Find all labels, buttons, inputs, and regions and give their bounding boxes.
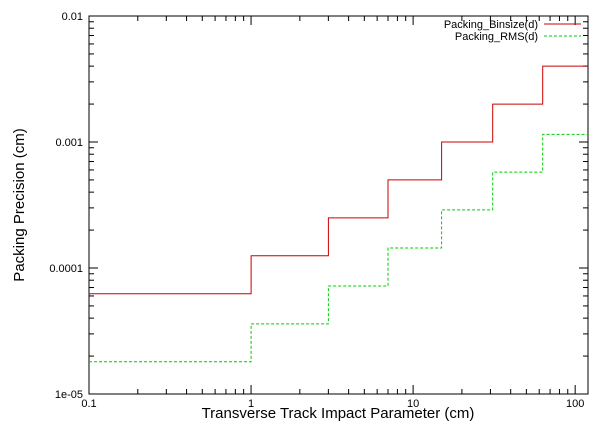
series-line-1 [89,65,588,295]
x-tick-label: 0.1 [81,398,96,410]
x-tick-label: 10 [407,398,419,410]
plot-area [88,15,589,395]
plot-border [88,15,589,395]
legend: Packing_Binsize(d)Packing_RMS(d) [444,19,581,43]
y-tick-label: 0.0001 [49,263,83,275]
legend-label-1: Packing_Binsize(d) [444,19,538,31]
x-tick-label: 100 [566,398,584,410]
y-tick-label: 0.01 [62,11,83,23]
series-layer [89,65,588,363]
legend-label-2: Packing_RMS(d) [455,31,538,43]
y-tick-label: 1e-05 [55,389,83,401]
y-tick-label: 0.001 [55,137,83,149]
series-line-2 [89,133,588,363]
x-tick-label: 1 [248,398,254,410]
x-axis-label: Transverse Track Impact Parameter (cm) [202,405,475,422]
y-axis-label: Packing Precision (cm) [11,128,28,281]
axis-ticks: 0.1 1 10 100 1e-05 0.0001 0.001 0.01 [49,11,588,410]
